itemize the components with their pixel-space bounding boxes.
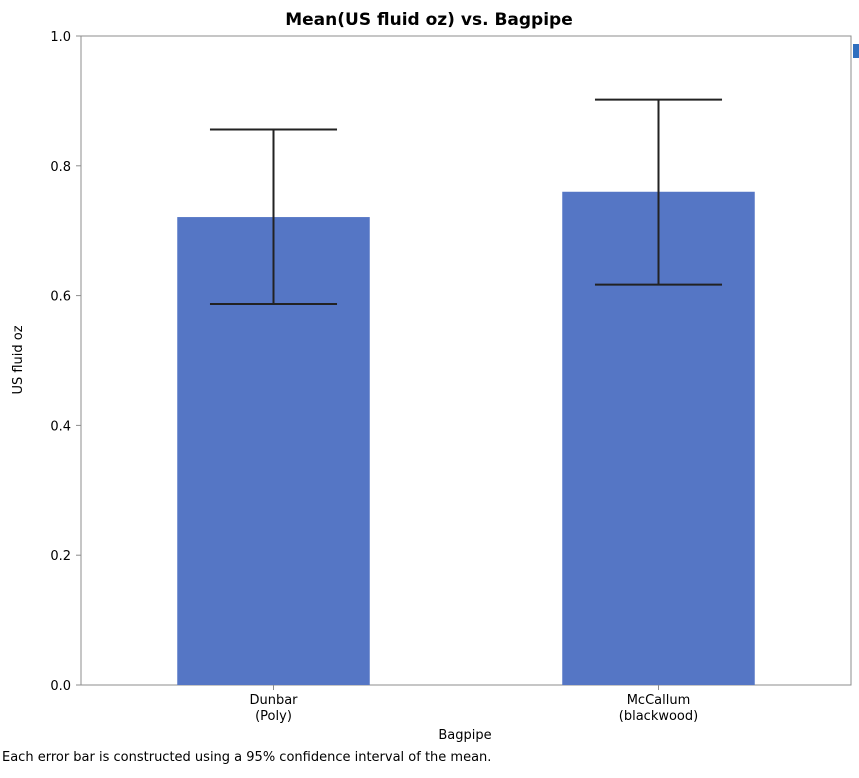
- y-tick-label: 1.0: [50, 30, 71, 45]
- y-tick-label: 0.2: [50, 549, 71, 564]
- x-axis: Dunbar(Poly) McCallum(blackwood): [249, 685, 698, 724]
- bars-group: [177, 191, 755, 686]
- x-tick-label: McCallum: [627, 693, 691, 708]
- chart-title: Mean(US fluid oz) vs. Bagpipe: [285, 10, 573, 30]
- x-axis-title: Bagpipe: [438, 728, 491, 743]
- y-tick-label: 0.6: [50, 290, 71, 305]
- x-tick-label: Dunbar: [249, 693, 298, 708]
- panel-edge-marker: [853, 44, 859, 58]
- y-tick-label: 0.8: [50, 160, 71, 175]
- chart-footnote: Each error bar is constructed using a 95…: [2, 750, 492, 765]
- y-tick-label: 0.0: [50, 679, 71, 694]
- y-axis: 0.0 0.2 0.4 0.6 0.8 1.0: [50, 30, 81, 694]
- plot-frame: [80, 35, 852, 686]
- x-tick-sublabel: (blackwood): [619, 709, 698, 724]
- x-tick-sublabel: (Poly): [255, 709, 292, 724]
- y-axis-title: US fluid oz: [11, 325, 26, 394]
- error-bars-group: [209, 98, 723, 306]
- y-tick-label: 0.4: [50, 419, 71, 434]
